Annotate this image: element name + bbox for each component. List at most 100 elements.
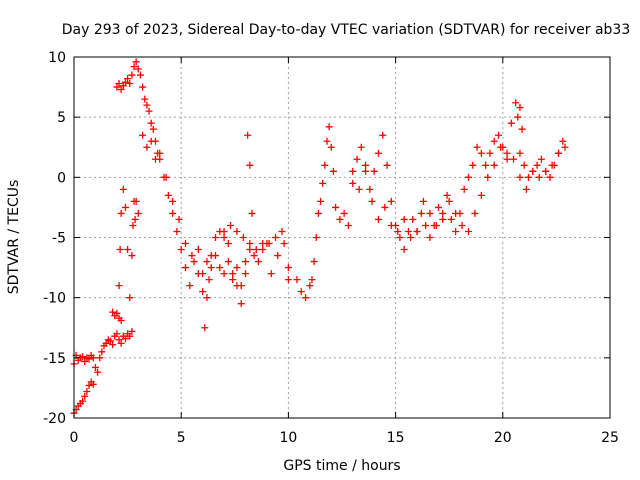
data-point bbox=[272, 234, 280, 241]
data-point bbox=[413, 227, 421, 235]
data-point bbox=[432, 221, 440, 229]
data-point bbox=[464, 173, 472, 181]
data-point bbox=[507, 119, 515, 127]
data-point bbox=[529, 167, 537, 175]
data-point bbox=[516, 149, 524, 157]
data-point bbox=[85, 382, 93, 390]
y-tick-label: -5 bbox=[52, 231, 66, 247]
data-point bbox=[242, 270, 250, 278]
x-tick-label: 20 bbox=[494, 430, 512, 446]
data-point bbox=[525, 173, 533, 181]
x-tick-label: 10 bbox=[279, 430, 297, 446]
data-point bbox=[319, 179, 327, 187]
x-tick-label: 15 bbox=[387, 430, 405, 446]
data-point bbox=[383, 161, 391, 169]
data-point bbox=[490, 137, 498, 145]
data-point bbox=[381, 203, 389, 211]
data-point bbox=[98, 348, 106, 356]
data-point bbox=[132, 197, 140, 205]
data-point bbox=[124, 246, 132, 254]
data-point bbox=[516, 173, 524, 181]
data-point bbox=[452, 227, 460, 235]
data-point bbox=[477, 191, 485, 199]
data-point bbox=[512, 99, 520, 107]
data-point bbox=[175, 215, 183, 223]
data-point bbox=[233, 282, 241, 290]
data-point bbox=[407, 234, 415, 241]
data-point bbox=[394, 227, 402, 235]
data-point bbox=[117, 317, 125, 325]
data-point bbox=[400, 246, 408, 254]
data-point bbox=[220, 270, 228, 278]
data-point bbox=[278, 227, 286, 235]
data-point bbox=[535, 173, 543, 181]
data-point bbox=[89, 380, 97, 388]
x-tick-label: 5 bbox=[177, 430, 186, 446]
data-points bbox=[70, 58, 569, 417]
data-point bbox=[131, 215, 139, 223]
data-point bbox=[520, 161, 528, 169]
data-point bbox=[246, 161, 254, 169]
data-point bbox=[362, 167, 370, 175]
data-point bbox=[109, 341, 117, 349]
data-point bbox=[124, 75, 132, 83]
data-point bbox=[128, 327, 136, 335]
x-axis-label: GPS time / hours bbox=[283, 458, 400, 474]
data-point bbox=[117, 209, 125, 217]
data-point bbox=[312, 234, 320, 241]
data-point bbox=[329, 167, 337, 175]
data-point bbox=[400, 215, 408, 223]
data-point bbox=[353, 155, 361, 163]
data-point bbox=[109, 308, 117, 316]
data-point bbox=[212, 252, 220, 260]
data-point bbox=[325, 123, 333, 131]
data-point bbox=[121, 203, 129, 211]
data-point bbox=[164, 191, 172, 199]
data-point bbox=[555, 149, 563, 157]
data-point bbox=[83, 388, 91, 396]
data-point bbox=[374, 215, 382, 223]
data-point bbox=[139, 131, 147, 139]
data-point bbox=[374, 149, 382, 157]
y-tick-labels: -20 -15 -10 -5 0 5 10 bbox=[43, 50, 66, 427]
data-point bbox=[139, 83, 147, 91]
data-point bbox=[503, 155, 511, 163]
data-point bbox=[190, 258, 198, 266]
data-point bbox=[259, 246, 267, 254]
data-point bbox=[203, 258, 211, 266]
data-point bbox=[518, 125, 526, 133]
data-point bbox=[233, 227, 241, 235]
data-point bbox=[115, 79, 123, 87]
data-point bbox=[246, 246, 254, 254]
data-point bbox=[522, 185, 530, 193]
data-point bbox=[147, 137, 155, 145]
data-point bbox=[141, 95, 149, 103]
data-point bbox=[349, 167, 357, 175]
data-point bbox=[297, 288, 305, 296]
data-point bbox=[548, 161, 556, 169]
data-point bbox=[317, 197, 325, 205]
data-point bbox=[417, 209, 425, 217]
data-point bbox=[452, 209, 460, 217]
data-point bbox=[387, 221, 395, 229]
y-tick-label: -15 bbox=[43, 351, 66, 367]
data-point bbox=[121, 78, 129, 86]
data-point bbox=[134, 65, 142, 73]
data-point bbox=[306, 282, 314, 290]
data-point bbox=[469, 161, 477, 169]
data-point bbox=[336, 215, 344, 223]
data-point bbox=[546, 173, 554, 181]
data-point bbox=[117, 339, 125, 347]
data-point bbox=[173, 227, 181, 235]
data-point bbox=[186, 282, 194, 290]
data-point bbox=[128, 252, 136, 260]
data-point bbox=[482, 161, 490, 169]
y-tick-label: 0 bbox=[57, 170, 66, 186]
chart-title: Day 293 of 2023, Sidereal Day-to-day VTE… bbox=[62, 22, 631, 38]
data-point bbox=[250, 252, 258, 260]
data-point bbox=[477, 149, 485, 157]
data-point bbox=[239, 234, 247, 241]
data-point bbox=[91, 363, 99, 371]
data-point bbox=[143, 143, 151, 151]
